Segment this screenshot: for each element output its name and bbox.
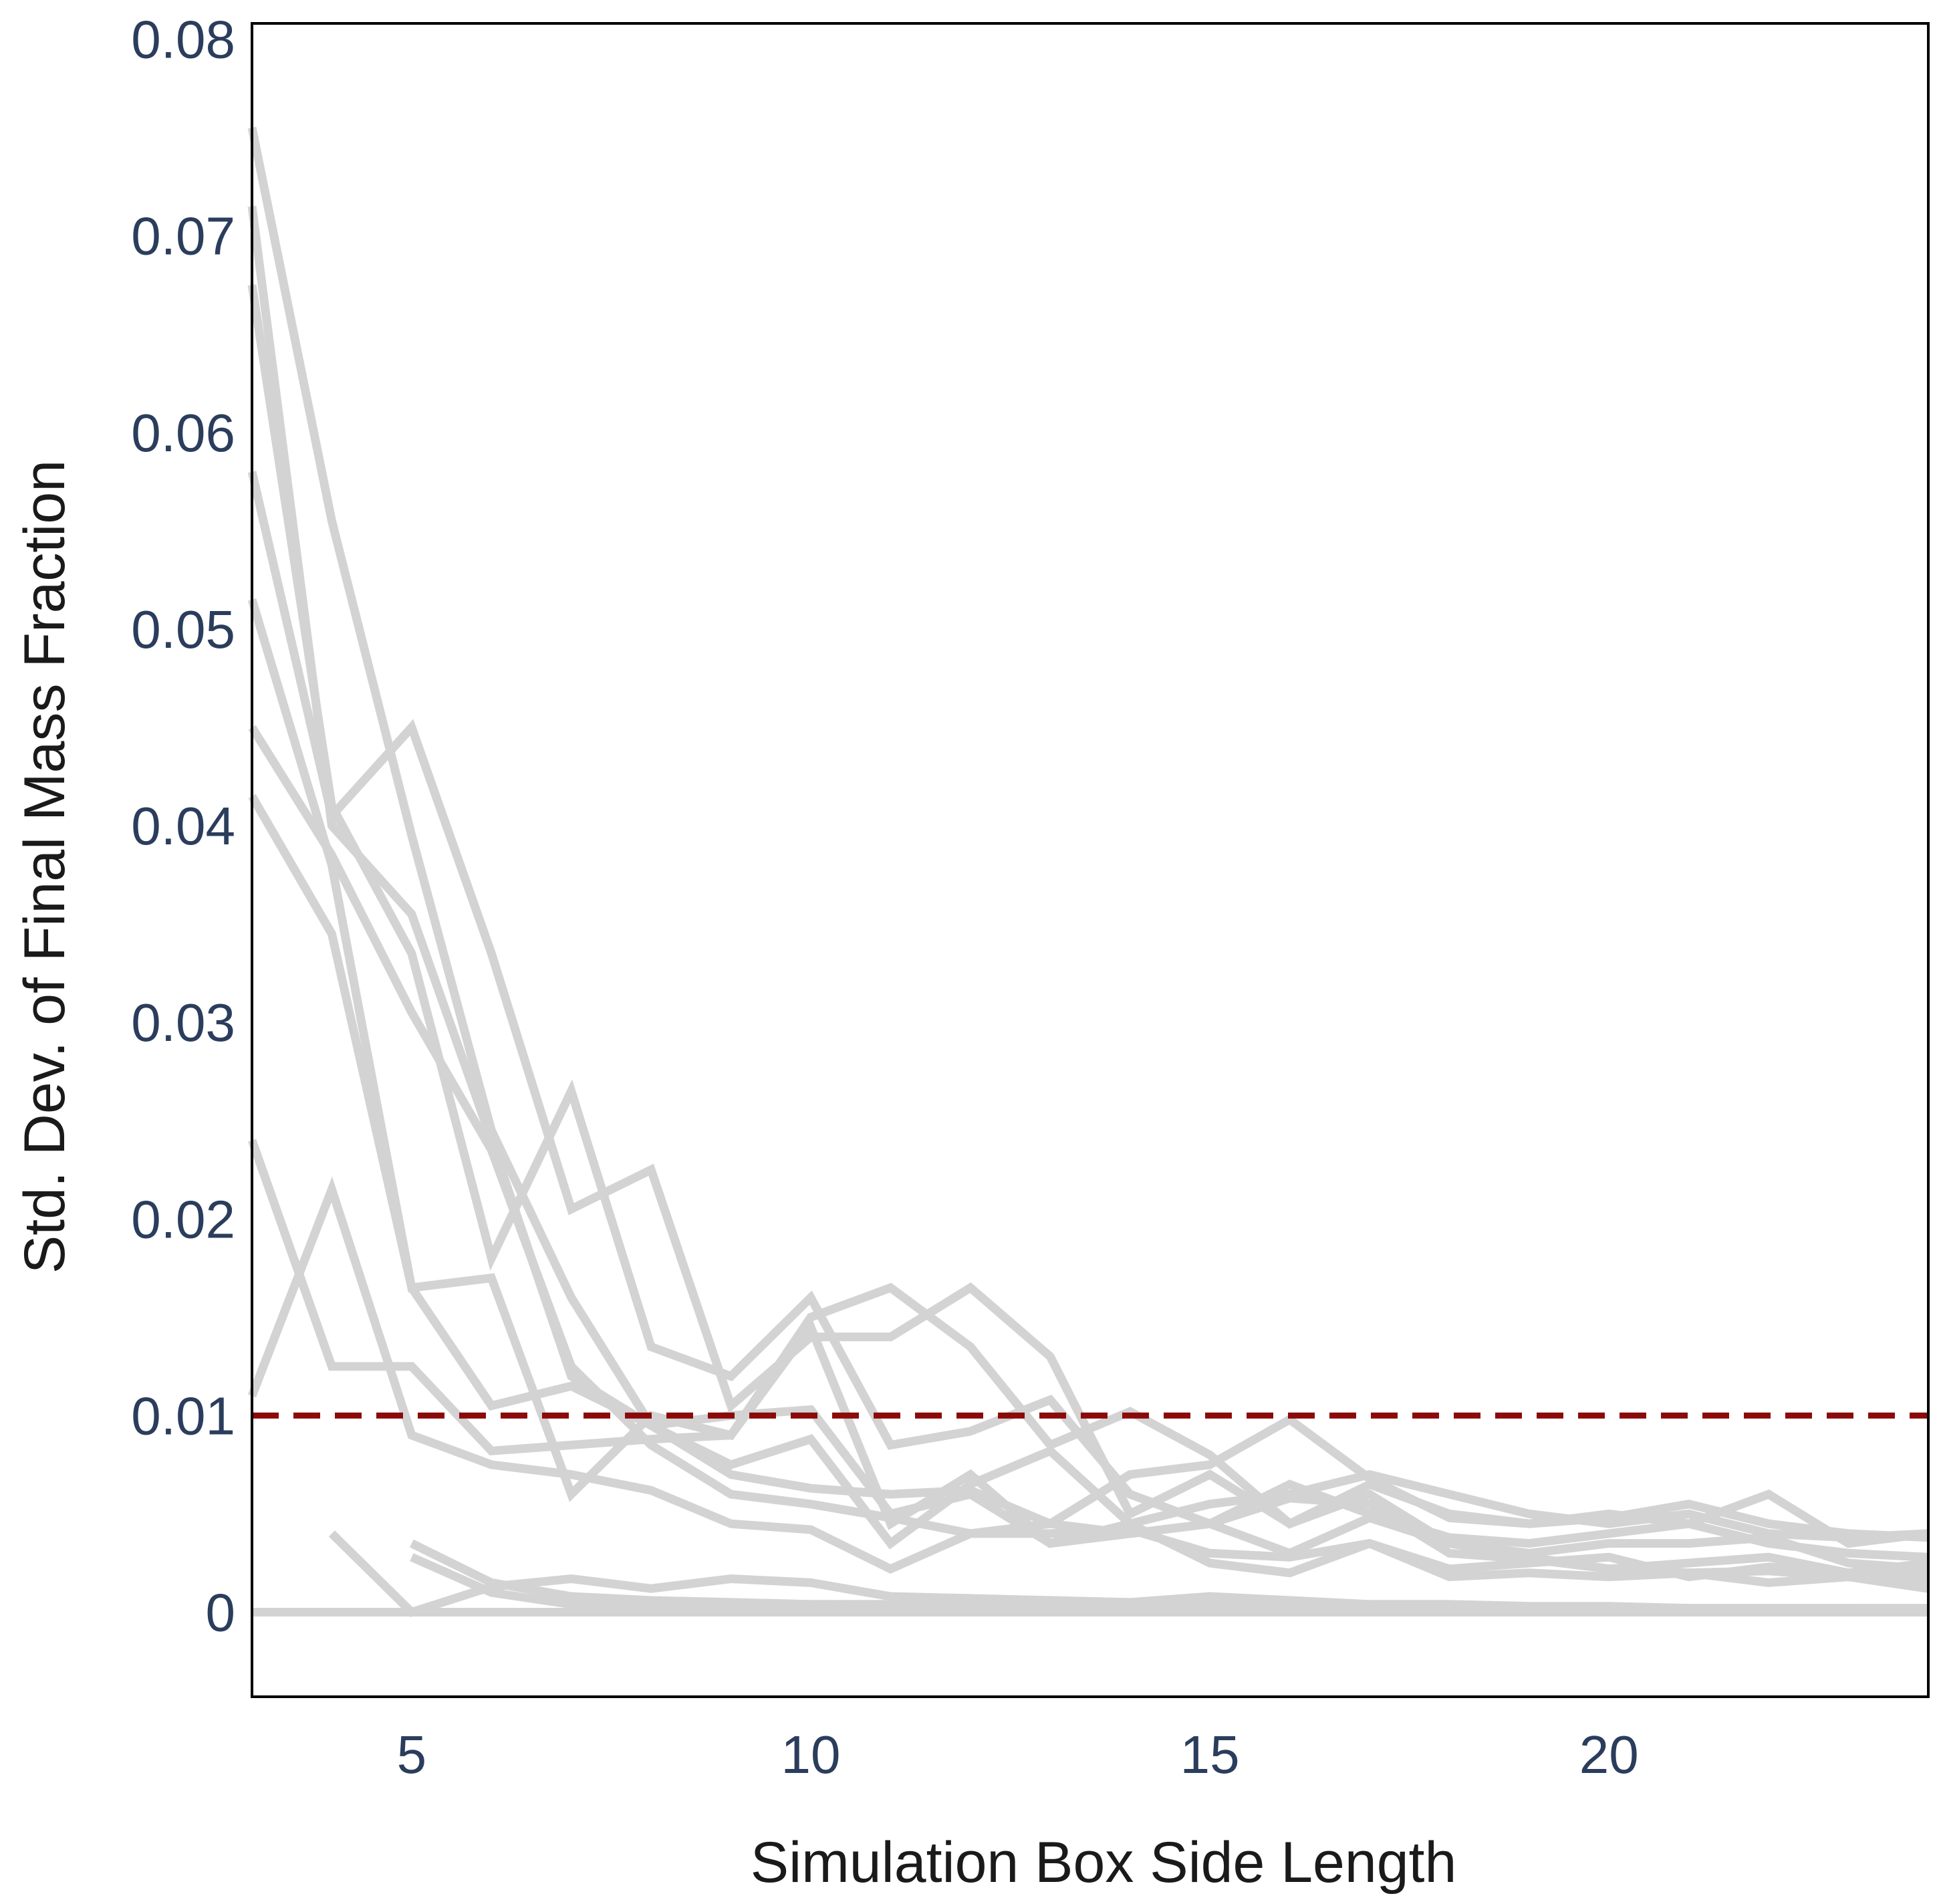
y-tick-label: 0.07 (131, 207, 235, 266)
series-line-2 (247, 205, 1929, 1562)
x-tick-label: 15 (1180, 1725, 1240, 1784)
y-tick-label: 0.06 (131, 403, 235, 463)
y-tick-label: 0.04 (131, 796, 235, 856)
x-tick-label: 5 (397, 1725, 427, 1784)
y-tick-label: 0.08 (131, 10, 235, 70)
series-line-3 (247, 284, 1929, 1582)
series-line-9 (247, 1176, 1929, 1593)
series-line-6 (248, 725, 1929, 1548)
x-tick-label: 20 (1579, 1725, 1639, 1784)
y-axis-title: Std. Dev. of Final Mass Fraction (13, 460, 77, 1274)
plot-frame (251, 22, 1930, 1698)
x-axis-ticks: 5 10 15 20 (397, 1725, 1639, 1784)
y-axis-ticks: 0 0.01 0.02 0.03 0.04 0.05 0.06 0.07 0.08 (131, 10, 235, 1643)
series-group (247, 126, 1929, 1617)
y-tick-label: 0.02 (131, 1189, 235, 1249)
y-tick-label: 0 (206, 1583, 236, 1643)
series-line-4 (247, 471, 1929, 1542)
series-line-7 (248, 794, 1929, 1574)
x-axis-title: Simulation Box Side Length (751, 1830, 1457, 1895)
x-tick-label: 10 (781, 1725, 841, 1784)
series-line-1 (247, 126, 1929, 1587)
y-tick-label: 0.01 (131, 1386, 235, 1445)
y-tick-label: 0.05 (131, 600, 235, 659)
y-tick-label: 0.03 (131, 993, 235, 1052)
